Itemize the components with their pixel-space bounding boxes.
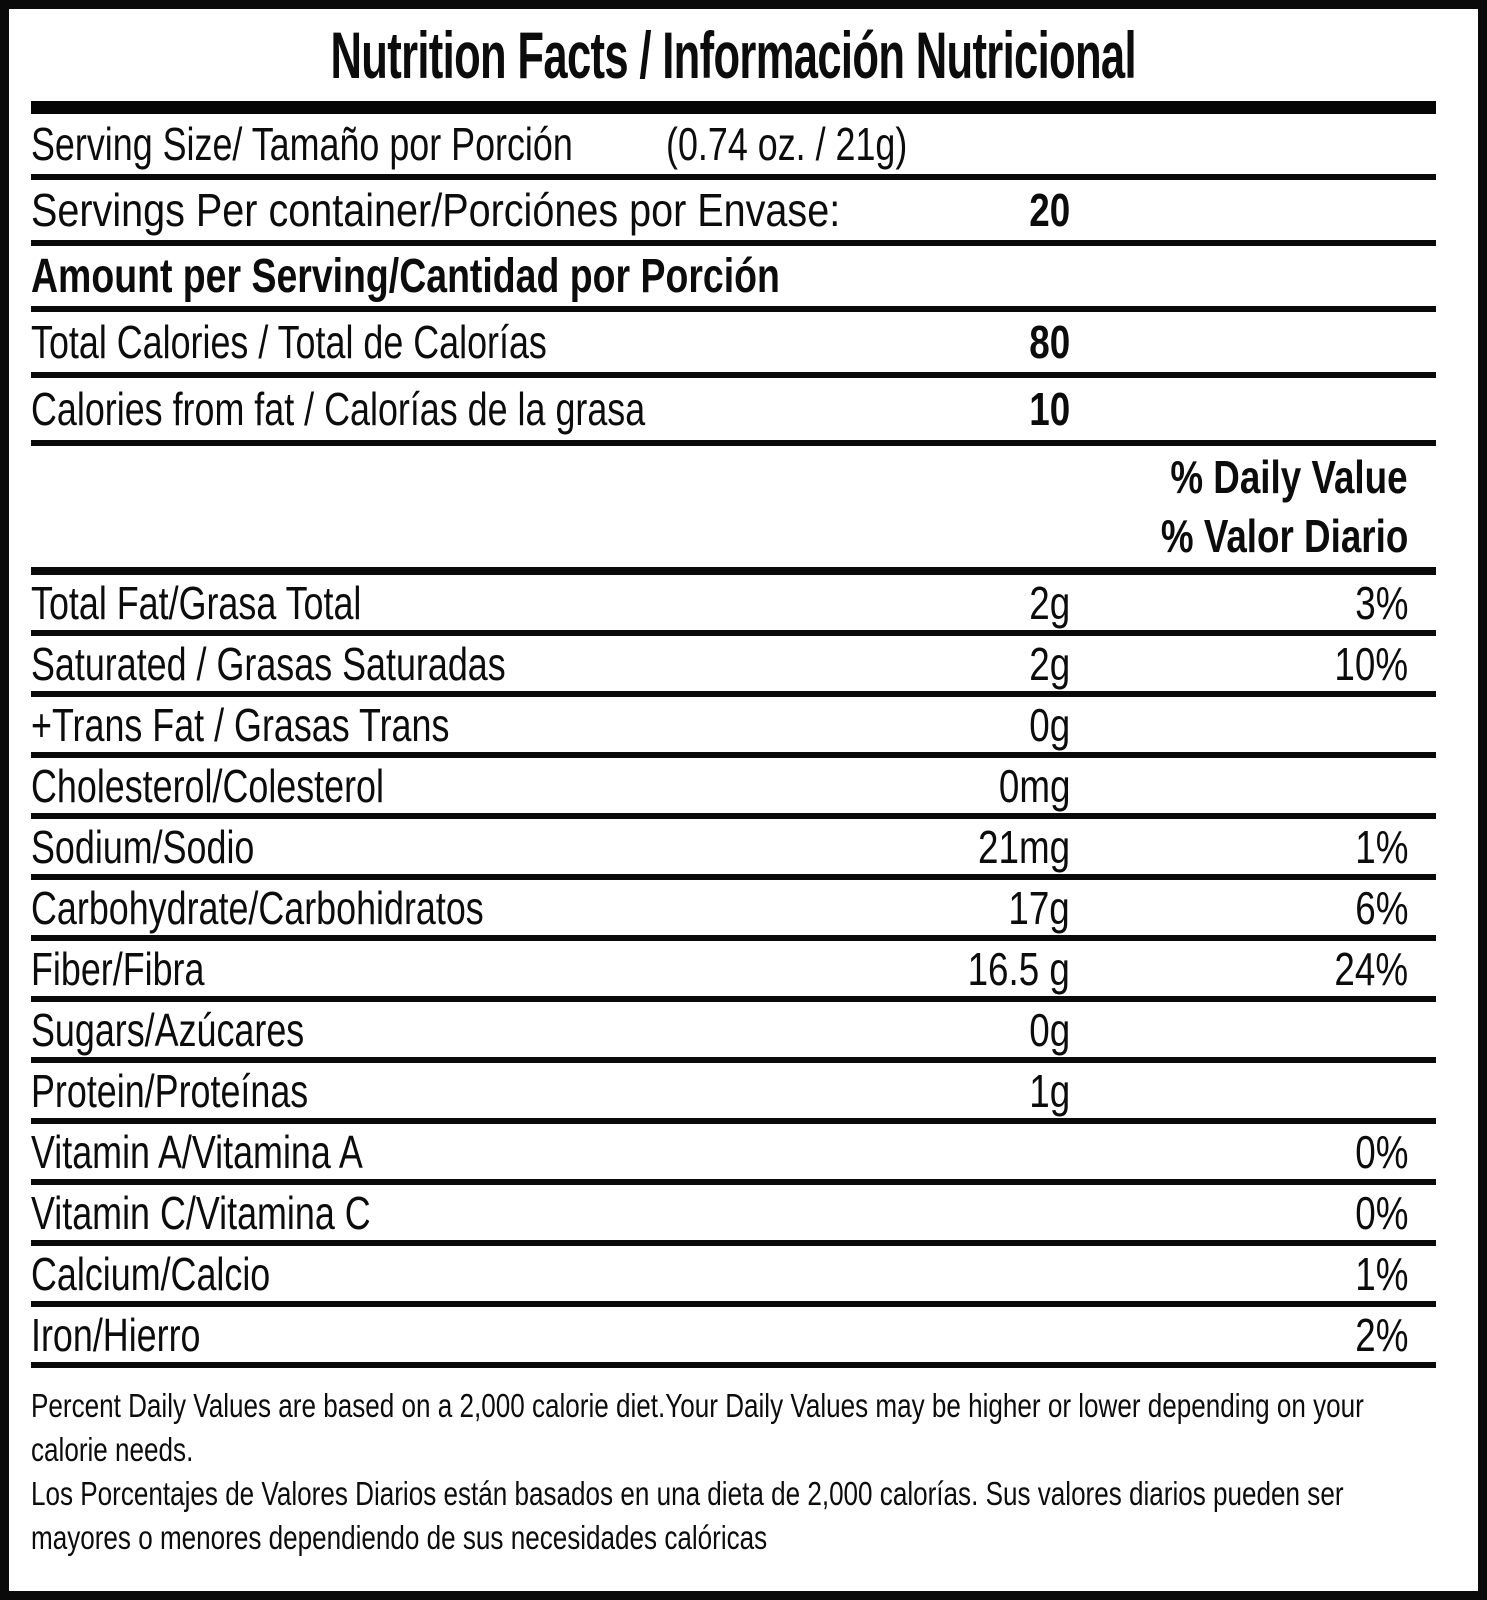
nutrient-amount: 1g [1029, 1064, 1070, 1117]
nutrient-label: Sugars/Azúcares [31, 1003, 305, 1056]
nutrient-label: Protein/Proteínas [31, 1064, 309, 1117]
nutrient-dv: 10% [1334, 637, 1408, 690]
amount-per-serving-header: Amount per Serving/Cantidad por Porción [31, 249, 780, 303]
title-separator-bar [31, 101, 1436, 114]
nutrient-row-fiber: Fiber/Fibra 16.5 g 24% [31, 941, 1436, 1002]
nutrient-label: Vitamin C/Vitamina C [31, 1186, 371, 1239]
nutrient-row-cholesterol: Cholesterol/Colesterol 0mg [31, 758, 1436, 819]
total-calories-label: Total Calories / Total de Calorías [31, 316, 547, 368]
serving-size-row: Serving Size/ Tamaño por Porción (0.74 o… [31, 114, 1436, 180]
nutrient-row-saturated-fat: Saturated / Grasas Saturadas 2g 10% [31, 636, 1436, 697]
nutrient-label: Cholesterol/Colesterol [31, 759, 384, 812]
nutrient-label: Carbohydrate/Carbohidratos [31, 881, 484, 934]
nutrient-label: Saturated / Grasas Saturadas [31, 637, 506, 690]
nutrient-amount: 16.5 g [967, 942, 1070, 995]
nutrient-label: Fiber/Fibra [31, 942, 205, 995]
nutrient-label: Vitamin A/Vitamina A [31, 1125, 363, 1178]
nutrient-amount: 0g [1029, 1003, 1070, 1056]
nutrient-dv: 2% [1354, 1308, 1408, 1361]
servings-per-container-value-wrap: 20 [1019, 180, 1070, 240]
servings-per-container-row: Servings Per container/Porciónes por Env… [31, 180, 1436, 246]
nutrient-dv: 1% [1354, 820, 1408, 873]
nutrient-dv: 0% [1354, 1125, 1408, 1178]
total-calories-value: 80 [1029, 316, 1070, 368]
serving-size-value: (0.74 oz. / 21g) [666, 118, 908, 170]
nutrient-label: +Trans Fat / Grasas Trans [31, 698, 450, 751]
nutrient-amount: 2g [1029, 576, 1070, 629]
servings-per-container-value: 20 [1029, 184, 1070, 236]
serving-size-value-wrap: (0.74 oz. / 21g) [666, 114, 975, 174]
nutrient-dv: 6% [1354, 881, 1408, 934]
serving-size-label: Serving Size/ Tamaño por Porción [31, 118, 573, 170]
nutrient-row-sugars: Sugars/Azúcares 0g [31, 1002, 1436, 1063]
total-calories-value-wrap: 80 [1019, 312, 1070, 372]
nutrient-row-vitamin-a: Vitamin A/Vitamina A 0% [31, 1124, 1436, 1185]
nutrient-row-trans-fat: +Trans Fat / Grasas Trans 0g [31, 697, 1436, 758]
footnote-english: Percent Daily Values are based on a 2,00… [31, 1387, 1364, 1468]
footnote-spanish: Los Porcentajes de Valores Diarios están… [31, 1475, 1344, 1556]
nutrient-dv: 3% [1354, 576, 1408, 629]
footnote: Percent Daily Values are based on a 2,00… [31, 1368, 1436, 1560]
daily-value-header: % Daily Value % Valor Diario [31, 446, 1436, 575]
calories-from-fat-row: Calories from fat / Calorías de la grasa… [31, 378, 1436, 446]
nutrient-label: Calcium/Calcio [31, 1247, 271, 1300]
nutrient-row-iron: Iron/Hierro 2% [31, 1307, 1436, 1368]
label-title: Nutrition Facts / Información Nutriciona… [330, 18, 1137, 92]
nutrient-amount: 21mg [977, 820, 1070, 873]
calories-from-fat-label: Calories from fat / Calorías de la grasa [31, 383, 646, 435]
nutrient-label: Total Fat/Grasa Total [31, 576, 362, 629]
servings-per-container-label: Servings Per container/Porciónes por Env… [31, 184, 841, 236]
nutrient-amount: 2g [1029, 637, 1070, 690]
nutrient-dv: 1% [1354, 1247, 1408, 1300]
nutrient-amount: 0mg [998, 759, 1070, 812]
total-calories-row: Total Calories / Total de Calorías 80 [31, 312, 1436, 378]
nutrient-label: Sodium/Sodio [31, 820, 255, 873]
daily-value-header-spanish: % Valor Diario [1160, 509, 1408, 562]
nutrient-dv: 24% [1334, 942, 1408, 995]
nutrient-row-sodium: Sodium/Sodio 21mg 1% [31, 819, 1436, 880]
nutrient-amount: 0g [1029, 698, 1070, 751]
calories-from-fat-value-wrap: 10 [1019, 378, 1070, 440]
label-title-area: Nutrition Facts / Información Nutriciona… [31, 9, 1436, 101]
nutrient-row-protein: Protein/Proteínas 1g [31, 1063, 1436, 1124]
nutrient-row-vitamin-c: Vitamin C/Vitamina C 0% [31, 1185, 1436, 1246]
daily-value-header-english: % Daily Value [1170, 451, 1408, 504]
nutrient-label: Iron/Hierro [31, 1308, 201, 1361]
nutrient-rows: Total Fat/Grasa Total 2g 3% Saturated / … [31, 575, 1436, 1368]
nutrient-dv: 0% [1354, 1186, 1408, 1239]
calories-from-fat-value: 10 [1029, 383, 1070, 435]
nutrient-row-carbohydrate: Carbohydrate/Carbohidratos 17g 6% [31, 880, 1436, 941]
nutrient-amount: 17g [1008, 881, 1070, 934]
amount-per-serving-header-row: Amount per Serving/Cantidad por Porción [31, 246, 1436, 312]
label-content: Nutrition Facts / Información Nutriciona… [31, 9, 1436, 1560]
nutrient-row-total-fat: Total Fat/Grasa Total 2g 3% [31, 575, 1436, 636]
nutrient-row-calcium: Calcium/Calcio 1% [31, 1246, 1436, 1307]
